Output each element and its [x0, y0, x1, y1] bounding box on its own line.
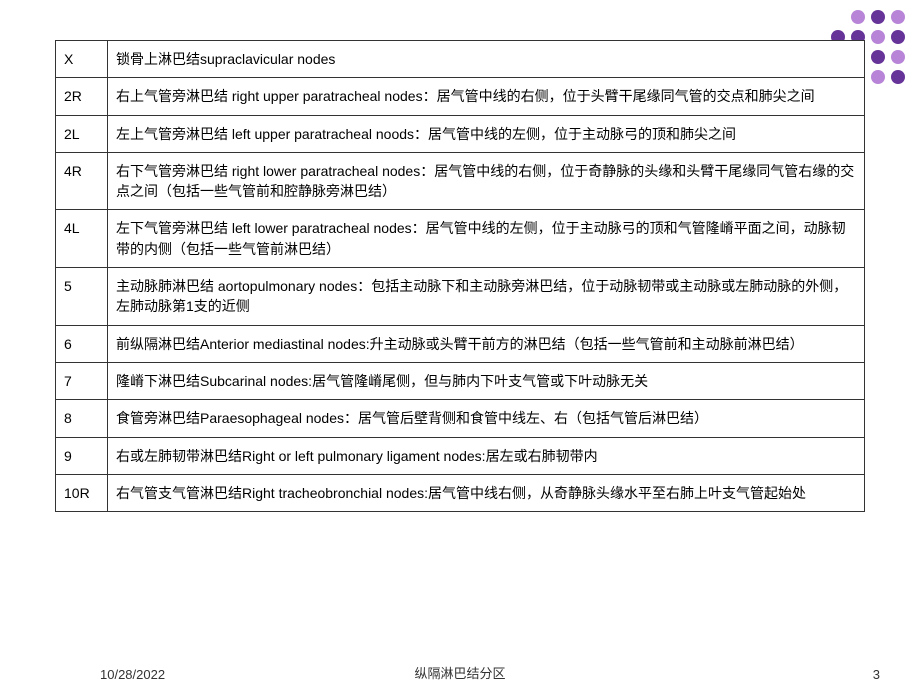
table-row: 7隆嵴下淋巴结Subcarinal nodes:居气管隆嵴尾侧，但与肺内下叶支气… [56, 362, 865, 399]
node-desc-cell: 左下气管旁淋巴结 left lower paratracheal nodes：居… [108, 210, 865, 268]
footer-page-number: 3 [873, 667, 880, 682]
node-desc-cell: 隆嵴下淋巴结Subcarinal nodes:居气管隆嵴尾侧，但与肺内下叶支气管… [108, 362, 865, 399]
node-desc-cell: 右或左肺韧带淋巴结Right or left pulmonary ligamen… [108, 437, 865, 474]
decoration-dot [891, 70, 905, 84]
table-row: 4R右下气管旁淋巴结 right lower paratracheal node… [56, 152, 865, 210]
decoration-dot [891, 90, 905, 104]
table-row: 2L左上气管旁淋巴结 left upper paratracheal noods… [56, 115, 865, 152]
node-code-cell: 9 [56, 437, 108, 474]
decoration-dot [891, 110, 905, 124]
table-row: 2R右上气管旁淋巴结 right upper paratracheal node… [56, 78, 865, 115]
node-desc-cell: 右下气管旁淋巴结 right lower paratracheal nodes：… [108, 152, 865, 210]
node-desc-cell: 锁骨上淋巴结supraclavicular nodes [108, 41, 865, 78]
node-code-cell: 4R [56, 152, 108, 210]
table-row: 5主动脉肺淋巴结 aortopulmonary nodes：包括主动脉下和主动脉… [56, 268, 865, 326]
decoration-dot [831, 10, 845, 24]
node-desc-cell: 右气管支气管淋巴结Right tracheobronchial nodes:居气… [108, 474, 865, 511]
table-row: X锁骨上淋巴结supraclavicular nodes [56, 41, 865, 78]
node-code-cell: 8 [56, 400, 108, 437]
decoration-dot [891, 10, 905, 24]
node-code-cell: 5 [56, 268, 108, 326]
node-code-cell: 4L [56, 210, 108, 268]
node-desc-cell: 前纵隔淋巴结Anterior mediastinal nodes:升主动脉或头臂… [108, 325, 865, 362]
footer-title: 纵隔淋巴结分区 [414, 663, 505, 682]
decoration-dot [871, 90, 885, 104]
node-code-cell: X [56, 41, 108, 78]
table-row: 6前纵隔淋巴结Anterior mediastinal nodes:升主动脉或头… [56, 325, 865, 362]
decoration-dot [871, 110, 885, 124]
decoration-dot [811, 10, 825, 24]
node-code-cell: 7 [56, 362, 108, 399]
node-code-cell: 6 [56, 325, 108, 362]
slide-content: X锁骨上淋巴结supraclavicular nodes2R右上气管旁淋巴结 r… [55, 40, 865, 512]
decoration-dot [891, 30, 905, 44]
table-row: 4L左下气管旁淋巴结 left lower paratracheal nodes… [56, 210, 865, 268]
node-code-cell: 10R [56, 474, 108, 511]
node-code-cell: 2L [56, 115, 108, 152]
dot-row [811, 10, 905, 24]
node-desc-cell: 左上气管旁淋巴结 left upper paratracheal noods：居… [108, 115, 865, 152]
decoration-dot [851, 10, 865, 24]
lymph-node-table: X锁骨上淋巴结supraclavicular nodes2R右上气管旁淋巴结 r… [55, 40, 865, 512]
decoration-dot [871, 10, 885, 24]
decoration-dot [891, 50, 905, 64]
table-row: 8食管旁淋巴结Paraesophageal nodes：居气管后壁背侧和食管中线… [56, 400, 865, 437]
footer-date: 10/28/2022 [100, 667, 165, 682]
node-code-cell: 2R [56, 78, 108, 115]
decoration-dot [871, 70, 885, 84]
decoration-dot [871, 30, 885, 44]
node-desc-cell: 右上气管旁淋巴结 right upper paratracheal nodes：… [108, 78, 865, 115]
table-row: 10R右气管支气管淋巴结Right tracheobronchial nodes… [56, 474, 865, 511]
decoration-dot [871, 50, 885, 64]
node-desc-cell: 食管旁淋巴结Paraesophageal nodes：居气管后壁背侧和食管中线左… [108, 400, 865, 437]
node-desc-cell: 主动脉肺淋巴结 aortopulmonary nodes：包括主动脉下和主动脉旁… [108, 268, 865, 326]
table-row: 9右或左肺韧带淋巴结Right or left pulmonary ligame… [56, 437, 865, 474]
